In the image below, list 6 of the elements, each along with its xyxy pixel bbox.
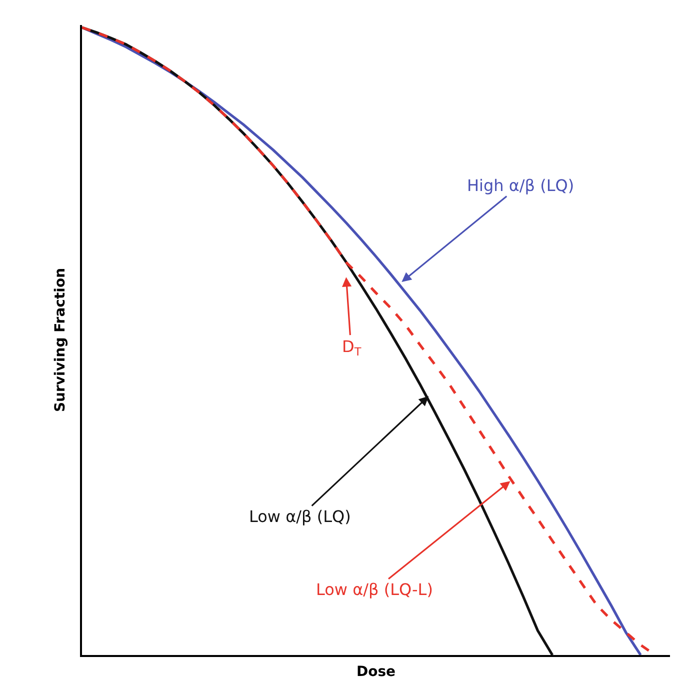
annotation: Low α/β (LQ) <box>249 507 351 526</box>
annotation: D$_{T}$ <box>342 337 362 358</box>
annotation: Low α/β (LQ-L) <box>316 580 433 599</box>
y-axis-title: Surviving Fraction <box>52 268 68 412</box>
x-axis-title: Dose <box>356 664 396 680</box>
annotation: High α/β (LQ) <box>467 176 574 195</box>
